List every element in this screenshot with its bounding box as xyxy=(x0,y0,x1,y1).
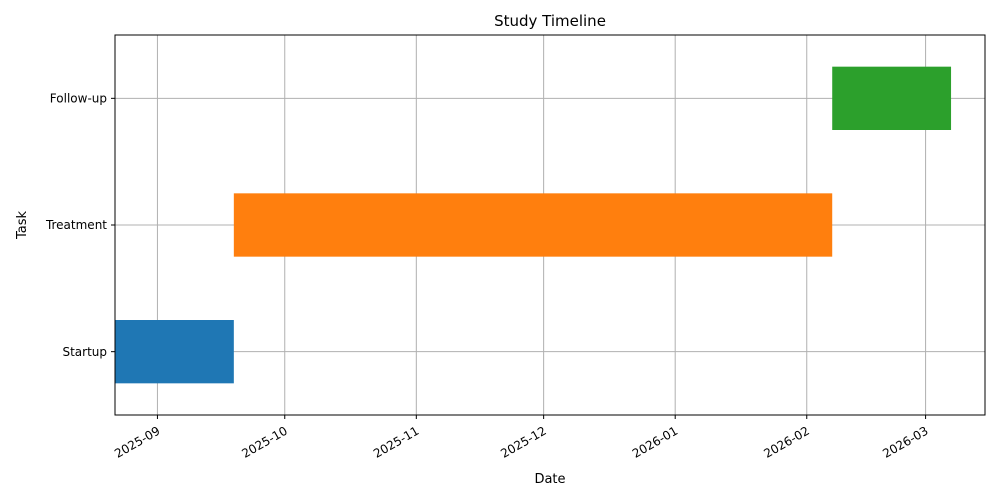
y-tick-label: Startup xyxy=(62,345,107,359)
y-axis-title: Task xyxy=(15,211,30,241)
task-bars xyxy=(115,66,952,384)
chart-title: Study Timeline xyxy=(494,12,606,30)
task-bar-follow-up xyxy=(832,66,952,130)
y-tick-label: Treatment xyxy=(45,218,107,232)
task-bar-treatment xyxy=(233,193,833,257)
x-axis-title: Date xyxy=(534,472,565,487)
task-bar-startup xyxy=(115,320,234,384)
y-tick-label: Follow-up xyxy=(50,92,107,106)
